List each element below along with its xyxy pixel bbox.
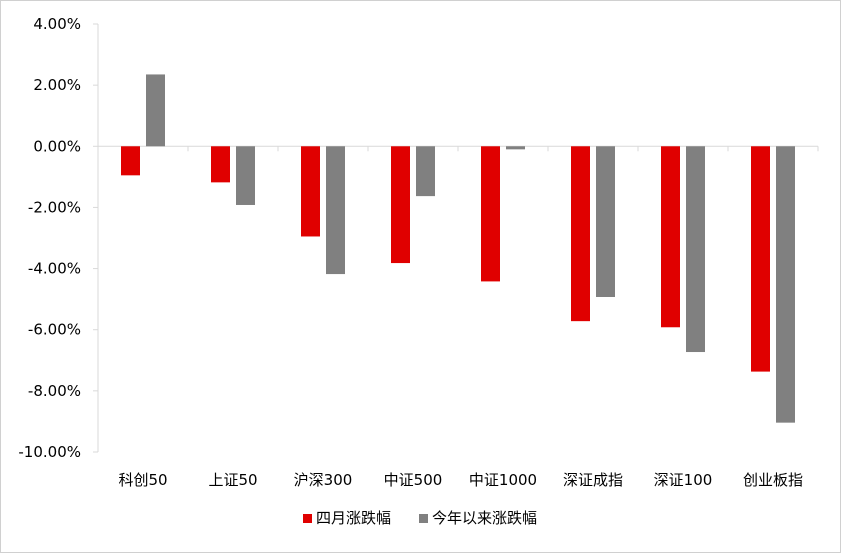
x-category-labels: 科创50 上证50 沪深300 中证500 中证1000 深证成指 深证100 创业板指 — [118, 471, 803, 489]
axes-group — [93, 23, 819, 453]
legend: 四月涨跌幅 今年以来涨跌幅 — [303, 509, 537, 527]
bar-april-change — [751, 146, 770, 372]
y-tick-label: 2.00% — [33, 76, 81, 94]
bar-april-change — [661, 146, 680, 328]
x-category-label: 科创50 — [118, 471, 167, 489]
y-tick-label: -2.00% — [28, 198, 81, 216]
bar-ytd-change — [596, 146, 615, 298]
x-category-label: 中证1000 — [469, 471, 537, 489]
bar-ytd-change — [506, 146, 525, 150]
x-category-label: 中证500 — [384, 471, 443, 489]
bar-april-change — [571, 146, 590, 322]
bar-ytd-change — [416, 146, 435, 197]
bar-ytd-change — [326, 146, 345, 275]
bar-ytd-change — [686, 146, 705, 353]
bar-april-change — [211, 146, 230, 183]
x-category-label: 上证50 — [208, 471, 257, 489]
legend-label: 今年以来涨跌幅 — [432, 509, 537, 527]
bar-ytd-change — [146, 74, 165, 147]
x-category-label: 深证100 — [654, 471, 713, 489]
y-tick-label: 0.00% — [33, 137, 81, 155]
y-tick-label: -10.00% — [18, 443, 81, 461]
legend-swatch — [419, 514, 428, 523]
y-tick-label: 4.00% — [33, 15, 81, 33]
x-category-label: 深证成指 — [563, 471, 623, 489]
bars-group — [121, 74, 795, 423]
x-category-label: 创业板指 — [743, 471, 803, 489]
y-tick-label: -6.00% — [28, 321, 81, 339]
legend-swatch — [303, 514, 312, 523]
y-tick-label: -4.00% — [28, 260, 81, 278]
x-category-label: 沪深300 — [294, 471, 353, 489]
bar-ytd-change — [236, 146, 255, 205]
bar-april-change — [481, 146, 500, 282]
bar-april-change — [301, 146, 320, 237]
bar-april-change — [391, 146, 410, 264]
y-tick-labels: 4.00% 2.00% 0.00% -2.00% -4.00% -6.00% -8.00% -… — [18, 15, 81, 461]
legend-label: 四月涨跌幅 — [316, 509, 391, 527]
y-tick-label: -8.00% — [28, 382, 81, 400]
bar-ytd-change — [776, 146, 795, 423]
bar-april-change — [121, 146, 140, 176]
